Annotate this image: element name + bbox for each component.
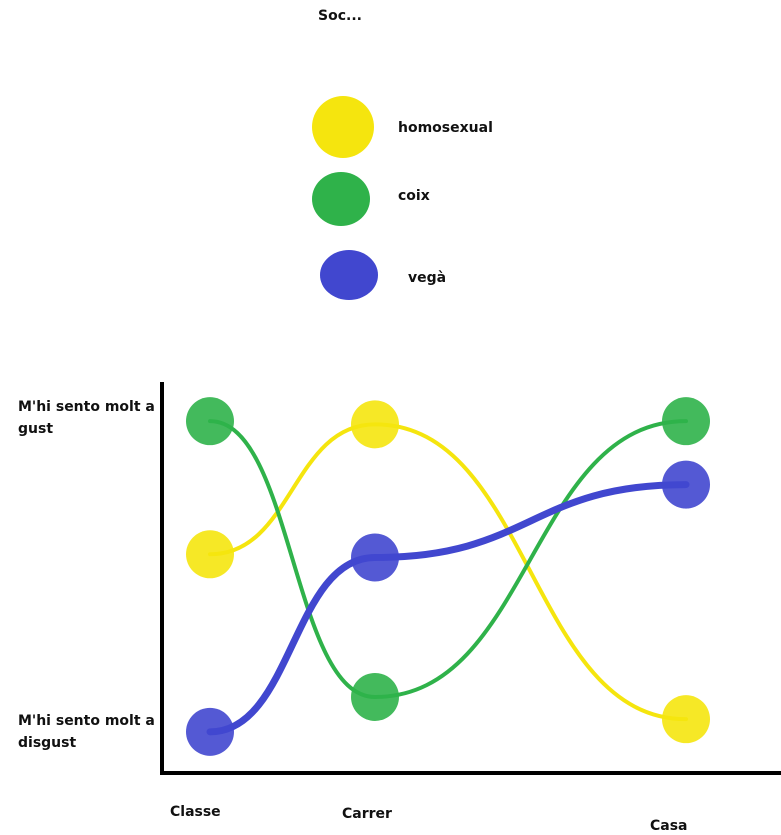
legend-swatch-vega	[320, 250, 378, 300]
data-point-vega-classe	[186, 707, 234, 756]
data-point-vega-carrer	[351, 533, 399, 582]
y-tick-bottom: M'hi sento molt a disgust	[18, 713, 155, 751]
data-point-coix-classe	[186, 397, 234, 446]
series-line-coix	[208, 419, 688, 699]
data-point-homosexual-carrer	[351, 400, 399, 449]
y-tick-top: M'hi sento molt a gust	[18, 399, 155, 437]
x-tick-classe: Classe	[170, 804, 221, 820]
data-point-coix-casa	[662, 397, 710, 446]
chart-axes	[160, 382, 781, 775]
series-points	[186, 397, 710, 756]
data-point-coix-carrer	[351, 672, 399, 721]
legend-label-vega: vegà	[408, 270, 447, 286]
legend-label-coix: coix	[398, 188, 430, 204]
data-point-homosexual-classe	[186, 530, 234, 579]
legend-item-homosexual: homosexual	[312, 96, 572, 160]
legend-item-coix: coix	[312, 172, 572, 236]
legend-label-homosexual: homosexual	[398, 120, 493, 136]
x-tick-carrer: Carrer	[342, 806, 392, 822]
data-point-homosexual-casa	[662, 695, 710, 744]
data-point-vega-casa	[662, 460, 710, 509]
chart-title: Soc...	[318, 8, 362, 24]
legend-swatch-homosexual	[312, 96, 374, 158]
legend-item-vega: vegà	[312, 250, 572, 314]
x-tick-casa: Casa	[650, 818, 688, 834]
legend-swatch-coix	[312, 172, 370, 226]
series-lines	[206, 419, 690, 736]
